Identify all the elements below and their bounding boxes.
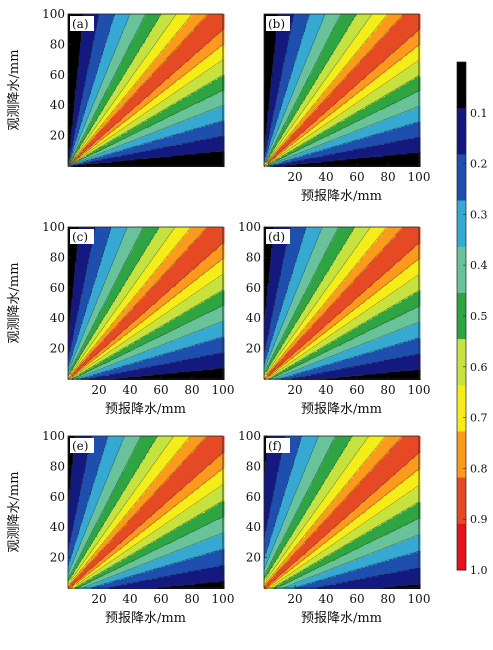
x-tick-label: 100 — [212, 592, 235, 606]
panel-tag: (f) — [268, 439, 282, 453]
x-tick-label: 60 — [153, 383, 168, 397]
x-tick-label: 80 — [380, 592, 395, 606]
y-tick-label: 100 — [42, 220, 65, 234]
x-tick-label: 60 — [349, 592, 364, 606]
y-tick-label: 20 — [246, 342, 261, 356]
y-tick-label: 40 — [246, 520, 261, 534]
y-tick-label: 60 — [50, 281, 65, 295]
colorbar-label: 0.2 — [470, 158, 488, 171]
x-tick-label: 100 — [212, 383, 235, 397]
colorbar-label: 0.5 — [470, 310, 488, 323]
colorbar-swatch — [457, 154, 466, 201]
y-tick-label: 80 — [50, 459, 65, 473]
x-tick-label: 60 — [349, 383, 364, 397]
chart-panel-d: (d) 20 40 60 80 100 20 40 60 80 100 预报降水/mm — [238, 220, 430, 417]
x-axis-title: 预报降水/mm — [301, 189, 382, 204]
panel-tag: (b) — [268, 17, 285, 31]
chart-panel-e: (e) 20 40 60 80 100 20 40 60 80 100 预报降水/mm 观测降水/mm — [7, 429, 234, 626]
x-tick-label: 80 — [184, 592, 199, 606]
y-tick-label: 60 — [246, 281, 261, 295]
x-tick-label: 40 — [318, 170, 333, 184]
y-tick-label: 20 — [50, 129, 65, 143]
x-tick-label: 60 — [349, 170, 364, 184]
x-tick-label: 40 — [122, 592, 137, 606]
x-tick-label: 20 — [91, 592, 106, 606]
x-axis-title: 预报降水/mm — [105, 402, 186, 417]
x-tick-label: 40 — [318, 592, 333, 606]
y-tick-label: 20 — [50, 342, 65, 356]
colorbar-swatch — [457, 524, 466, 571]
colorbar-swatch — [457, 478, 466, 525]
y-tick-label: 80 — [50, 250, 65, 264]
x-axis-title: 预报降水/mm — [105, 611, 186, 626]
colorbar-swatch — [457, 385, 466, 432]
x-tick-label: 60 — [153, 592, 168, 606]
x-axis-title: 预报降水/mm — [301, 402, 382, 417]
y-tick-label: 40 — [50, 520, 65, 534]
y-tick-label: 60 — [246, 490, 261, 504]
colorbar-label: 0.3 — [470, 208, 488, 221]
panel-tag: (c) — [72, 230, 88, 244]
colorbar-label: 0.7 — [470, 412, 488, 425]
colorbar-swatch — [457, 201, 466, 248]
x-tick-label: 20 — [287, 592, 302, 606]
colorbar-swatch — [457, 339, 466, 386]
y-tick-label: 20 — [246, 551, 261, 565]
y-tick-label: 40 — [50, 98, 65, 112]
x-tick-label: 20 — [91, 383, 106, 397]
colorbar-label: 0.9 — [470, 513, 488, 526]
y-tick-label: 60 — [50, 68, 65, 82]
chart-panel-c: (c) 20 40 60 80 100 20 40 60 80 100 预报降水/mm 观测降水/mm — [7, 220, 234, 417]
x-axis-title: 预报降水/mm — [301, 611, 382, 626]
panel-tag: (a) — [72, 17, 89, 31]
y-tick-label: 80 — [50, 37, 65, 51]
x-tick-label: 80 — [380, 170, 395, 184]
y-tick-label: 100 — [42, 7, 65, 21]
x-tick-label: 100 — [408, 383, 431, 397]
x-tick-label: 40 — [318, 383, 333, 397]
colorbar-swatch — [457, 431, 466, 478]
chart-panel-f: (f) 20 40 60 80 100 20 40 60 80 100 预报降水/mm — [238, 429, 430, 626]
y-tick-label: 20 — [50, 551, 65, 565]
contour-field — [68, 436, 224, 589]
y-tick-label: 60 — [50, 490, 65, 504]
y-axis-title: 观测降水/mm — [7, 471, 22, 552]
y-tick-label: 100 — [42, 429, 65, 443]
y-axis-title: 观测降水/mm — [7, 49, 22, 130]
y-tick-label: 100 — [238, 429, 261, 443]
y-tick-label: 100 — [238, 220, 261, 234]
chart-panel-b: (b) 20 40 60 80 100 预报降水/mm — [264, 14, 430, 204]
colorbar-label: 0.8 — [470, 462, 488, 475]
x-tick-label: 80 — [380, 383, 395, 397]
colorbar-label: 0.6 — [470, 361, 488, 374]
panel-tag: (d) — [268, 230, 285, 244]
contour-field — [68, 14, 224, 167]
x-tick-label: 20 — [287, 383, 302, 397]
x-tick-label: 100 — [408, 592, 431, 606]
colorbar-swatch — [457, 62, 466, 109]
colorbar-label: 1.0 — [470, 564, 488, 577]
y-tick-label: 40 — [50, 311, 65, 325]
y-axis-title: 观测降水/mm — [7, 262, 22, 343]
x-tick-label: 80 — [184, 383, 199, 397]
colorbar-label: 0.4 — [470, 259, 488, 272]
x-tick-label: 40 — [122, 383, 137, 397]
y-tick-label: 40 — [246, 311, 261, 325]
contour-field — [68, 227, 224, 380]
colorbar: 0.1 0.2 0.3 0.4 0.5 0.6 0.7 0.8 0.9 1.0 — [457, 62, 488, 577]
colorbar-label: 0.1 — [470, 107, 488, 120]
colorbar-swatch — [457, 247, 466, 294]
colorbar-swatch — [457, 108, 466, 155]
chart-panel-a: (a) 20 40 60 80 100 观测降水/mm — [7, 7, 224, 167]
y-tick-label: 80 — [246, 459, 261, 473]
x-tick-label: 20 — [287, 170, 302, 184]
x-tick-label: 100 — [408, 170, 431, 184]
y-tick-label: 80 — [246, 250, 261, 264]
panel-tag: (e) — [72, 439, 88, 453]
